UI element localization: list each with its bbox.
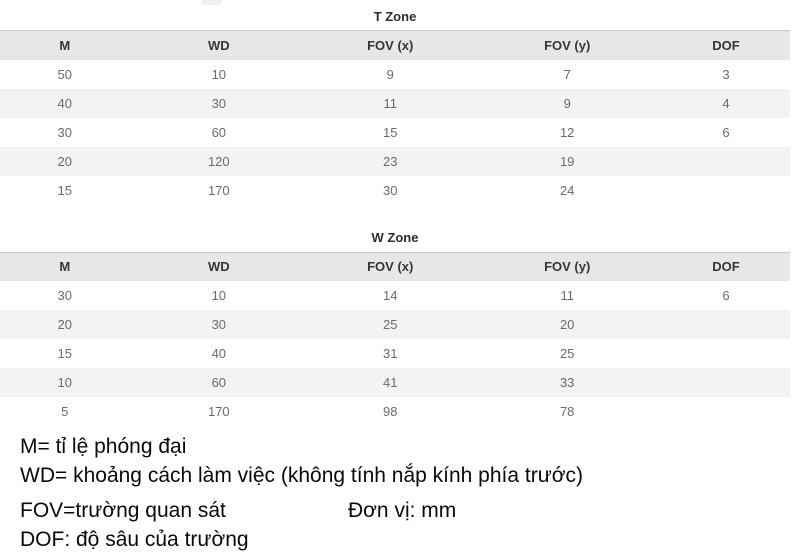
table-row: 40 30 11 9 4 — [0, 88, 790, 118]
table-row: 20 120 23 19 — [0, 146, 790, 176]
w-zone-title: W Zone — [371, 229, 419, 245]
table-cell: 78 — [472, 397, 662, 426]
table-cell: 15 — [0, 339, 130, 368]
table-cell: 60 — [129, 368, 309, 397]
table-cell: 20 — [0, 310, 130, 339]
table-row: 15 40 31 25 — [0, 339, 790, 368]
column-header: WD — [129, 251, 309, 281]
table-cell: 15 — [308, 117, 473, 147]
column-header: FOV (y) — [472, 30, 662, 60]
table-cell: 41 — [308, 368, 473, 397]
column-header: FOV (x) — [308, 30, 473, 60]
column-header: M — [0, 251, 130, 281]
t-zone-title: T Zone — [373, 9, 417, 24]
table-cell: 33 — [472, 368, 662, 397]
table-row: 50 10 9 7 3 — [0, 59, 790, 89]
legend-fov-text: FOV=trường quan sát — [20, 499, 226, 522]
column-header: DOF — [661, 30, 790, 60]
table-cell: 30 — [0, 117, 130, 147]
table-cell: 6 — [661, 281, 790, 310]
table-cell — [661, 397, 790, 426]
w-zone-section: W Zone M WD FOV (x) FOV (y) DOF 30 10 14 11 6 20 3… — [0, 229, 800, 426]
w-zone-table-header: M WD FOV (x) FOV (y) DOF — [0, 251, 790, 281]
table-row: 20 30 25 20 — [0, 310, 790, 339]
table-cell: 170 — [129, 175, 309, 205]
legend: M= tỉ lệ phóng đại WD= khoảng cách làm v… — [0, 432, 800, 554]
table-cell: 6 — [661, 117, 790, 147]
t-zone-section: T Zone M WD FOV (x) FOV (y) DOF 50 10 9 7 3 40 30 1… — [0, 0, 800, 205]
table-cell: 20 — [0, 146, 130, 176]
table-cell: 7 — [472, 59, 662, 89]
legend-line-magnification: M= tỉ lệ phóng đại — [20, 435, 187, 458]
w-zone-table: M WD FOV (x) FOV (y) DOF 30 10 14 11 6 20 30 25 20 15… — [0, 251, 790, 426]
table-cell: 40 — [0, 88, 130, 118]
table-cell: 50 — [0, 59, 130, 89]
cropped-text-artifact — [201, 0, 221, 5]
table-cell: 15 — [0, 175, 130, 205]
legend-line-fov: FOV=trường quan sát Đơn vị: mm — [20, 496, 800, 525]
table-cell: 60 — [129, 117, 309, 147]
table-cell: 170 — [129, 397, 309, 426]
table-cell: 19 — [472, 146, 662, 176]
header-row: M WD FOV (x) FOV (y) DOF — [0, 30, 790, 60]
table-cell — [661, 368, 790, 397]
table-cell: 10 — [0, 368, 130, 397]
table-cell: 4 — [661, 88, 790, 118]
table-cell: 98 — [308, 397, 473, 426]
table-cell: 10 — [129, 59, 309, 89]
table-cell: 30 — [308, 175, 473, 205]
table-cell: 23 — [308, 146, 473, 176]
table-cell: 31 — [308, 339, 473, 368]
legend-line-dof: DOF: độ sâu của trường — [20, 528, 249, 551]
column-header: DOF — [661, 251, 790, 281]
table-cell: 11 — [308, 88, 473, 118]
unit-note: Đơn vị: mm — [348, 499, 457, 522]
table-cell: 12 — [472, 117, 662, 147]
t-zone-table-body: 50 10 9 7 3 40 30 11 9 4 30 60 15 12 6 20 120 23 19 15 170 30… — [0, 59, 790, 205]
table-cell: 5 — [0, 397, 130, 426]
column-header: WD — [129, 30, 309, 60]
t-zone-table-header: M WD FOV (x) FOV (y) DOF — [0, 30, 790, 60]
column-header: FOV (y) — [472, 251, 662, 281]
table-cell: 40 — [129, 339, 309, 368]
table-cell: 14 — [308, 281, 473, 310]
header-row: M WD FOV (x) FOV (y) DOF — [0, 251, 790, 281]
table-cell: 25 — [472, 339, 662, 368]
table-row: 5 170 98 78 — [0, 397, 790, 426]
table-cell: 25 — [308, 310, 473, 339]
table-cell: 11 — [472, 281, 662, 310]
table-cell: 3 — [661, 59, 790, 89]
table-cell: 30 — [0, 281, 130, 310]
table-cell: 24 — [472, 175, 662, 205]
table-cell — [661, 146, 790, 176]
t-zone-table: M WD FOV (x) FOV (y) DOF 50 10 9 7 3 40 30 11 9 4 30 60… — [0, 30, 790, 205]
column-header: FOV (x) — [308, 251, 473, 281]
table-cell: 120 — [129, 146, 309, 176]
table-cell: 30 — [129, 88, 309, 118]
column-header: M — [0, 30, 130, 60]
table-row: 15 170 30 24 — [0, 175, 790, 205]
table-cell — [661, 310, 790, 339]
w-zone-table-body: 30 10 14 11 6 20 30 25 20 15 40 31 25 10 60 41 33 5 170 98 7… — [0, 281, 790, 426]
table-cell — [661, 175, 790, 205]
table-cell: 10 — [129, 281, 309, 310]
table-cell: 9 — [472, 88, 662, 118]
table-cell: 9 — [308, 59, 473, 89]
table-row: 10 60 41 33 — [0, 368, 790, 397]
legend-line-working-distance: WD= khoảng cách làm việc (không tính nắp… — [20, 464, 584, 487]
table-cell: 20 — [472, 310, 662, 339]
table-row: 30 60 15 12 6 — [0, 117, 790, 147]
table-cell: 30 — [129, 310, 309, 339]
table-cell — [661, 339, 790, 368]
table-row: 30 10 14 11 6 — [0, 281, 790, 310]
